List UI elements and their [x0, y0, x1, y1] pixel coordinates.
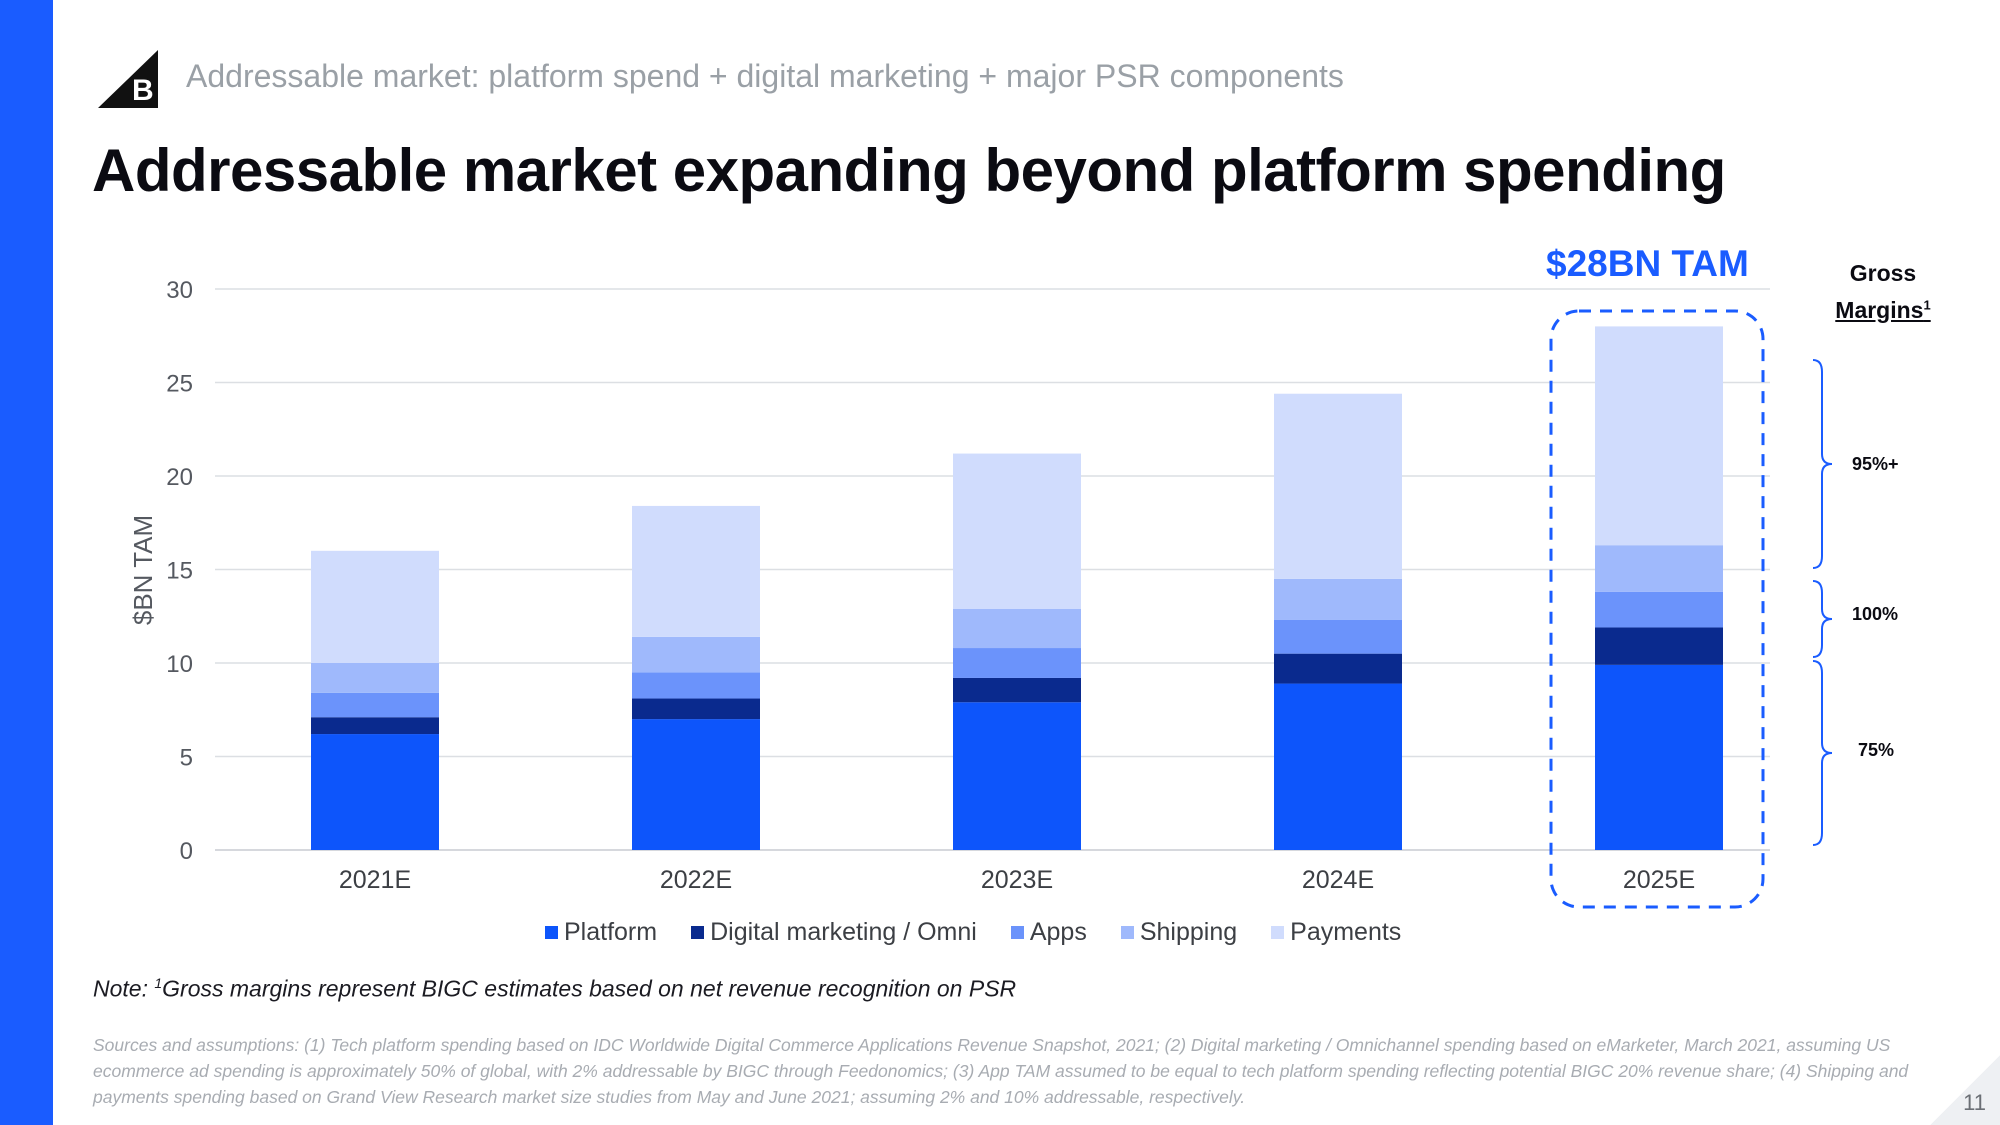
gross-margins-footnote-mark: 1	[1923, 297, 1931, 312]
y-axis-label: $BN TAM	[128, 515, 158, 625]
legend-swatch	[1271, 926, 1285, 939]
page-number: 11	[1963, 1090, 1986, 1115]
bar-segment	[1274, 683, 1402, 850]
brace-payments-shipping	[1812, 359, 1833, 569]
legend-swatch	[545, 926, 558, 939]
x-tick-label: 2025E	[1623, 866, 1695, 894]
sidebar-accent-bar	[0, 0, 53, 1125]
legend-item: Platform	[545, 918, 657, 947]
bar-segment	[1274, 578, 1402, 620]
bar-segment	[953, 702, 1081, 850]
y-tick-label: 0	[180, 838, 193, 865]
legend-swatch	[691, 926, 705, 939]
y-tick-label: 10	[166, 651, 193, 678]
footnote-prefix: Note:	[93, 975, 148, 1002]
x-tick-label: 2024E	[1302, 866, 1374, 894]
header-kicker: Addressable market: platform spend + dig…	[186, 58, 1344, 94]
gross-margins-title-line1: Gross	[1849, 260, 1917, 286]
page-title: Addressable market expanding beyond plat…	[92, 137, 1726, 204]
x-tick-label: 2023E	[981, 866, 1053, 894]
legend-label: Payments	[1290, 918, 1402, 946]
gross-margin-value-apps-digital: 100%	[1852, 604, 1899, 624]
y-tick-label: 30	[166, 277, 193, 304]
bar-segment	[632, 698, 760, 720]
bar-segment	[1274, 393, 1402, 579]
bar-segment	[1274, 653, 1402, 684]
bigcommerce-logo-icon: B	[98, 50, 158, 108]
y-tick-label: 25	[166, 371, 193, 398]
footnote-text: Gross margins represent BIGC estimates b…	[162, 975, 1017, 1002]
legend-swatch	[1010, 926, 1024, 939]
bar-segment	[632, 672, 760, 699]
sources-text: Sources and assumptions: (1) Tech platfo…	[93, 1035, 1909, 1107]
bar-segment	[311, 717, 439, 735]
bar-segment	[1595, 627, 1723, 665]
bar-segment	[311, 663, 439, 693]
bar-segment	[1595, 545, 1723, 592]
bar-segment	[1595, 326, 1723, 546]
footnote-mark: 1	[154, 975, 163, 991]
gross-margins-title-line2: Margins	[1835, 296, 1924, 323]
gross-margin-value-platform: 75%	[1858, 740, 1895, 760]
legend-label: Shipping	[1139, 918, 1238, 946]
bar-segment	[953, 677, 1081, 703]
bar-segment	[953, 453, 1081, 609]
legend-item: Payments	[1271, 918, 1401, 947]
bar-segment	[953, 608, 1081, 649]
legend-label: Apps	[1029, 918, 1087, 946]
brace-apps-digital	[1812, 580, 1833, 658]
tam-highlight-box	[1549, 309, 1765, 909]
bar-segment	[1595, 664, 1723, 850]
legend-label: Platform	[564, 918, 658, 946]
bar-segment	[1595, 591, 1723, 628]
x-tick-label: 2021E	[339, 866, 411, 894]
brace-platform	[1812, 660, 1833, 846]
legend-label: Digital marketing / Omni	[710, 918, 977, 946]
bar-segment	[311, 692, 439, 718]
bar-segment	[953, 648, 1081, 678]
gross-margins-title: Gross Margins1	[1828, 258, 1938, 326]
y-tick-label: 5	[180, 745, 193, 772]
bar-segment	[311, 734, 439, 850]
tam-highlight-label: $28BN TAM	[1546, 243, 1749, 284]
x-tick-label: 2022E	[660, 866, 732, 894]
chart-legend: Platform Digital marketing / Omni Apps Ship…	[545, 918, 1435, 947]
bar-segment	[1274, 619, 1402, 654]
legend-item: Apps	[1010, 918, 1087, 947]
legend-item: Digital marketing / Omni	[691, 918, 977, 947]
gross-margin-value-payments-shipping: 95%+	[1852, 454, 1899, 474]
bar-segment	[311, 550, 439, 663]
svg-text:B: B	[132, 74, 154, 107]
legend-swatch	[1120, 926, 1134, 939]
footnote: Note: 1Gross margins represent BIGC esti…	[93, 975, 1016, 1003]
bar-segment	[632, 636, 760, 673]
bar-segment	[632, 505, 760, 637]
y-tick-label: 20	[166, 464, 193, 491]
corner-decoration	[1930, 1055, 2000, 1125]
legend-item: Shipping	[1120, 918, 1238, 947]
y-tick-label: 15	[166, 558, 193, 585]
bar-segment	[632, 719, 760, 850]
